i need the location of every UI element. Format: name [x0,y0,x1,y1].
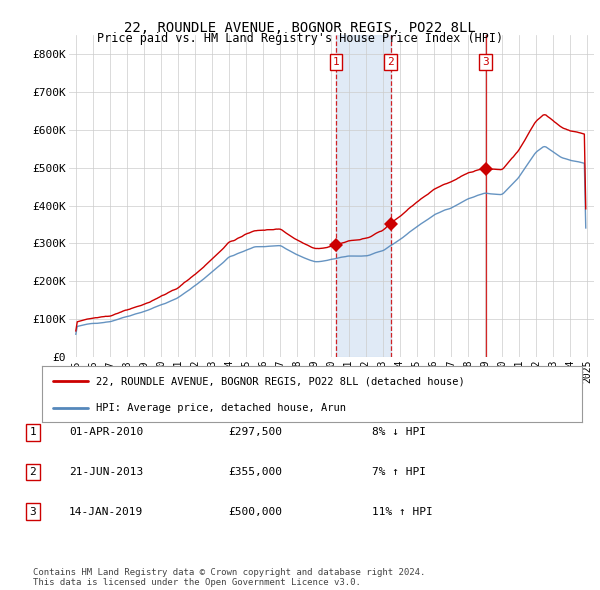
Text: 2: 2 [29,467,37,477]
Text: 1: 1 [29,428,37,437]
Text: 2: 2 [387,57,394,67]
Text: 14-JAN-2019: 14-JAN-2019 [69,507,143,516]
Text: 01-APR-2010: 01-APR-2010 [69,428,143,437]
Text: 21-JUN-2013: 21-JUN-2013 [69,467,143,477]
Text: 1: 1 [332,57,339,67]
Text: £297,500: £297,500 [228,428,282,437]
Text: Price paid vs. HM Land Registry's House Price Index (HPI): Price paid vs. HM Land Registry's House … [97,32,503,45]
Text: 3: 3 [482,57,489,67]
Text: 22, ROUNDLE AVENUE, BOGNOR REGIS, PO22 8LL: 22, ROUNDLE AVENUE, BOGNOR REGIS, PO22 8… [124,21,476,35]
Text: £355,000: £355,000 [228,467,282,477]
Text: 22, ROUNDLE AVENUE, BOGNOR REGIS, PO22 8LL (detached house): 22, ROUNDLE AVENUE, BOGNOR REGIS, PO22 8… [96,376,465,386]
Bar [336,35,391,357]
Text: 8% ↓ HPI: 8% ↓ HPI [372,428,426,437]
Text: 11% ↑ HPI: 11% ↑ HPI [372,507,433,516]
Text: HPI: Average price, detached house, Arun: HPI: Average price, detached house, Arun [96,403,346,413]
Text: Contains HM Land Registry data © Crown copyright and database right 2024.
This d: Contains HM Land Registry data © Crown c… [33,568,425,587]
Text: 7% ↑ HPI: 7% ↑ HPI [372,467,426,477]
Text: £500,000: £500,000 [228,507,282,516]
Text: 3: 3 [29,507,37,516]
